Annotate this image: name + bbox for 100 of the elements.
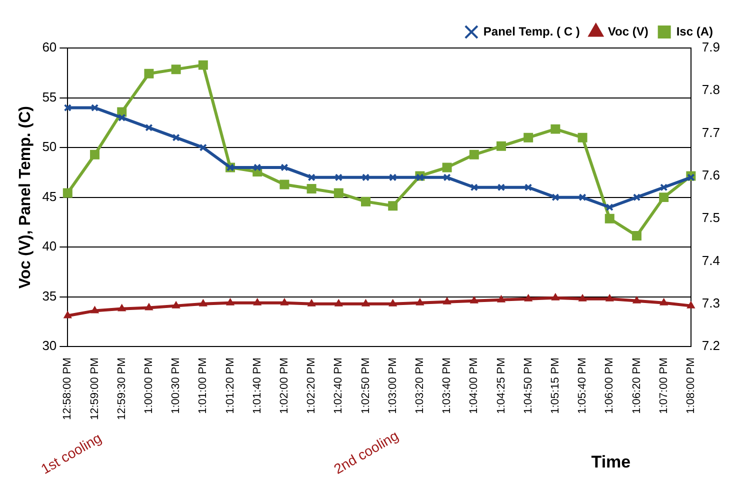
point (198, 60, 208, 70)
point (308, 174, 316, 182)
point (524, 132, 534, 142)
x-tick-label: 1:02:50 PM (360, 358, 372, 414)
point (144, 303, 153, 310)
x-tick-label: 1:04:25 PM (495, 358, 508, 414)
point (172, 301, 180, 308)
point (334, 299, 343, 306)
point (362, 299, 370, 306)
point (632, 230, 642, 240)
point (118, 304, 126, 312)
point (552, 193, 560, 202)
point (199, 144, 207, 152)
x-tick-label: 1:02:40 PM (332, 358, 345, 414)
y-tick-label: 60 (42, 40, 57, 55)
point (90, 306, 99, 314)
point (497, 184, 506, 192)
point (253, 298, 262, 306)
y-tick-label: 35 (42, 288, 57, 304)
x-tick-label: 1:04:50 PM (522, 358, 534, 414)
point (145, 124, 153, 132)
point (171, 64, 181, 74)
x-tick-label: 1:00:30 PM (170, 358, 182, 414)
x-tick-label: 1:02:20 PM (306, 358, 318, 414)
x-tick-label: 1:00:00 PM (142, 358, 155, 414)
point (470, 184, 478, 192)
point (659, 192, 669, 202)
point (90, 150, 100, 160)
point (254, 164, 262, 172)
point (578, 294, 586, 302)
point (606, 203, 614, 212)
point (62, 188, 72, 198)
point (550, 124, 560, 134)
point (686, 301, 695, 308)
point (470, 296, 478, 304)
point (443, 174, 451, 182)
y-tick-label: 50 (42, 139, 57, 154)
point (199, 299, 208, 306)
x-tick-label: 1:01:00 PM (197, 358, 210, 414)
point (578, 132, 588, 142)
legend-label: Voc (V) (608, 24, 648, 38)
x-tick-label: 12:58:00 PM (62, 358, 74, 420)
point (144, 68, 154, 78)
legend-label: Isc (A) (676, 24, 714, 38)
point (361, 196, 370, 206)
x-tick-label: 1:03:20 PM (414, 358, 426, 414)
point (416, 298, 424, 306)
x-tick-label: 12:59:30 PM (116, 358, 128, 420)
x-tick-label: 1:05:40 PM (576, 358, 589, 414)
point (416, 174, 424, 182)
y2-tick-label: 7.9 (702, 40, 720, 55)
point (660, 184, 668, 192)
x-tick-label: 1:07:00 PM (658, 358, 670, 414)
y2-tick-label: 7.7 (702, 124, 720, 140)
point (226, 298, 234, 306)
x-tick-label: 1:04:00 PM (468, 358, 480, 414)
point (280, 298, 288, 306)
point (551, 293, 560, 300)
x-tick-label: 1:03:40 PM (441, 358, 454, 414)
point (496, 141, 506, 151)
point (334, 174, 342, 182)
point (687, 174, 695, 182)
y2-tick-label: 7.2 (702, 338, 720, 354)
point (632, 296, 641, 304)
x-tick-label: 1:02:00 PM (278, 358, 290, 414)
y-tick-label: 30 (42, 338, 57, 354)
x-tick-label: 1:06:20 PM (630, 358, 643, 414)
point (90, 104, 99, 112)
point (388, 201, 398, 211)
point (334, 188, 344, 198)
point (524, 294, 532, 302)
point (172, 134, 180, 142)
point (64, 311, 72, 318)
x-tick-label: 1:05:15 PM (549, 358, 562, 414)
point (606, 294, 614, 302)
point (389, 174, 397, 182)
y2-tick-label: 7.3 (702, 296, 720, 311)
x-tick-label: 1:03:00 PM (386, 358, 399, 414)
x-tick-label: 1:01:40 PM (251, 358, 264, 414)
point (64, 104, 72, 112)
point (469, 150, 479, 160)
point (578, 193, 586, 202)
point (632, 193, 641, 202)
point (604, 214, 614, 224)
point (524, 184, 532, 192)
point (306, 184, 316, 194)
y-tick-label: 45 (42, 188, 57, 204)
point (497, 295, 506, 302)
x-axis-title: Time (591, 452, 631, 472)
point (442, 162, 452, 172)
y2-tick-label: 7.8 (702, 82, 720, 98)
y-axis-title: Voc (V), Panel Temp. (C) (17, 106, 34, 289)
y2-tick-label: 7.4 (702, 252, 720, 268)
point (443, 297, 452, 304)
x-tick-label: 1:01:20 PM (224, 358, 236, 414)
x-tick-label: 1:08:00 PM (684, 358, 697, 414)
x-tick-label: 12:59:00 PM (88, 358, 101, 420)
legend-label: Panel Temp. ( C ) (483, 24, 580, 38)
x-tick-label: 1:06:00 PM (604, 358, 616, 414)
point (362, 174, 370, 182)
